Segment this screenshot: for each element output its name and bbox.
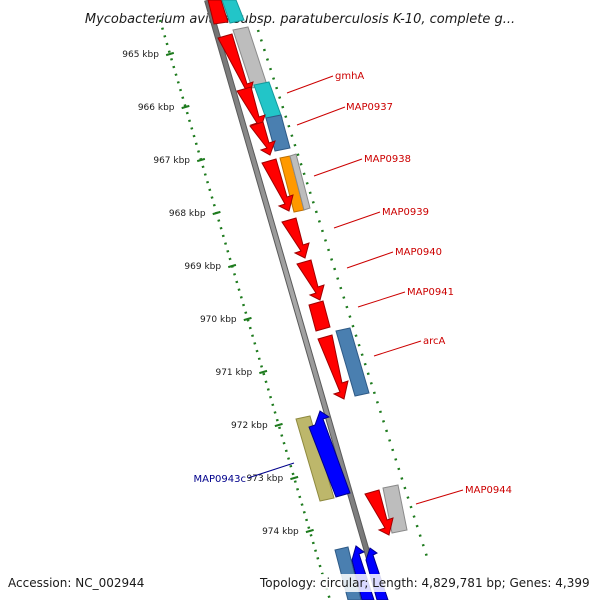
- gene-label-MAP0940[interactable]: MAP0940: [395, 247, 442, 258]
- ruler-label: 969 kbp: [184, 262, 221, 272]
- gene-arrow-MAP0941[interactable]: [296, 259, 325, 301]
- gene-arrow-MAP0938[interactable]: [249, 121, 276, 156]
- gene-label-MAP0939[interactable]: MAP0939: [382, 207, 429, 218]
- ruler-tick: [274, 422, 283, 428]
- gene-label-MAP0944[interactable]: MAP0944: [465, 485, 512, 496]
- ruler-label: 970 kbp: [200, 315, 237, 325]
- genome-backbone: [204, 0, 384, 600]
- feature-block: [221, 0, 245, 24]
- gene-arrow-arcA[interactable]: [317, 334, 349, 400]
- feature-block: [382, 484, 408, 534]
- ruler-label: 968 kbp: [169, 209, 206, 219]
- gene-label-MAP0937[interactable]: MAP0937: [346, 102, 393, 113]
- ruler-tick: [196, 157, 206, 163]
- label-leaders: [247, 75, 464, 505]
- feature-block: [295, 415, 335, 502]
- gene-label-MAP0938[interactable]: MAP0938: [364, 154, 411, 165]
- ruler-label: 974 kbp: [262, 527, 299, 537]
- ruler-label: 966 kbp: [138, 103, 175, 113]
- gene-arrow-MAP0943c[interactable]: [308, 410, 351, 498]
- feature-track: [207, 0, 408, 600]
- ruler-tick: [212, 210, 221, 216]
- ruler-tick: [243, 316, 252, 322]
- ruler-tick: [165, 51, 175, 57]
- feature-block: [289, 153, 311, 211]
- ruler-label: 973 kbp: [247, 474, 284, 484]
- gene-arrow-MAP0940[interactable]: [281, 217, 310, 259]
- ruler-tick: [181, 104, 190, 110]
- ruler-label: 965 kbp: [122, 50, 159, 60]
- gene-arrow-MAP0944[interactable]: [364, 489, 394, 536]
- ruler-label: 967 kbp: [153, 156, 190, 166]
- gene-track: [217, 33, 394, 600]
- gene-label-MAP0941[interactable]: MAP0941: [407, 287, 454, 298]
- ruler-tick: [290, 475, 299, 481]
- ruler-tick: [305, 528, 314, 534]
- map-title: Mycobacterium avium subsp. paratuberculo…: [85, 12, 515, 27]
- summary-background: [258, 574, 592, 592]
- summary-text: Topology: circular; Length: 4,829,781 bp…: [259, 576, 590, 590]
- gene-label-MAP0943c[interactable]: MAP0943c: [194, 474, 246, 485]
- ruler-tick: [227, 263, 237, 269]
- feature-block: [335, 327, 370, 397]
- gene-label-arcA[interactable]: arcA: [423, 336, 446, 347]
- summary-group: Topology: circular; Length: 4,829,781 bp…: [258, 574, 592, 592]
- feature-block: [207, 0, 229, 25]
- ruler-label: 972 kbp: [231, 421, 268, 431]
- accession-text: Accession: NC_002944: [8, 576, 144, 590]
- ruler-tick: [259, 369, 268, 375]
- ruler-ticks: 965 kbp 966 kbp 967 kbp 968 kbp 969 kbp 970 k…: [122, 50, 314, 537]
- gene-label-gmhA[interactable]: gmhA: [335, 71, 364, 82]
- gene-arrow-MAP0941-part[interactable]: [308, 300, 331, 332]
- gene-arrow-MAP0939[interactable]: [261, 158, 294, 212]
- ruler-label: 971 kbp: [215, 368, 252, 378]
- gene-labels: gmhA MAP0937 MAP0938 MAP0939 MAP0940 MAP…: [194, 71, 512, 496]
- feature-block: [265, 114, 291, 152]
- kbp-ruler: 965 kbp 966 kbp 967 kbp 968 kbp 969 kbp 970 k…: [122, 19, 332, 600]
